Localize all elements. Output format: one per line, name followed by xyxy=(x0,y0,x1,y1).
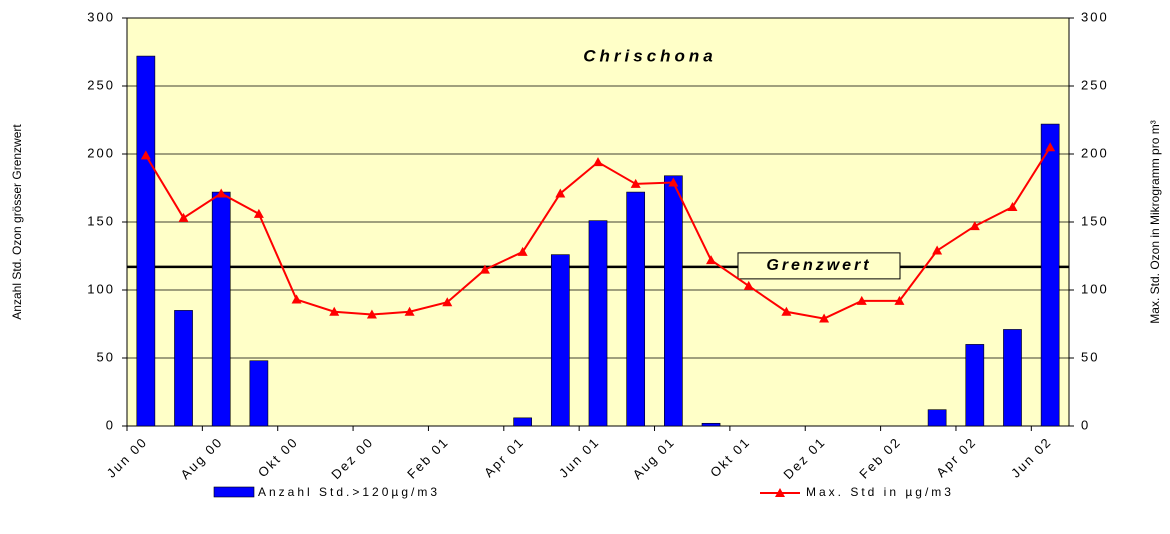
legend-swatch xyxy=(213,486,255,498)
legend-label: Anzahl Std.>120µg/m3 xyxy=(258,485,440,499)
bar xyxy=(550,254,570,427)
legend-label: Max. Std in µg/m3 xyxy=(806,485,954,499)
bar xyxy=(174,310,193,427)
x-tick-label: Feb 01 xyxy=(404,434,452,482)
line-marker xyxy=(1045,142,1056,152)
y-axis-label: Anzahl Std. Ozon grösser Grenzwert xyxy=(10,124,24,320)
bar xyxy=(588,220,608,427)
line-marker xyxy=(366,309,377,319)
y2-tick-label: 250 xyxy=(1081,77,1109,92)
line-marker xyxy=(668,177,679,187)
line-marker xyxy=(894,295,905,305)
line-marker xyxy=(856,295,867,305)
bar xyxy=(1003,329,1022,427)
line-marker xyxy=(329,306,340,316)
legend-marker xyxy=(775,488,785,497)
x-tick-label: Jun 00 xyxy=(104,434,151,481)
line-marker xyxy=(819,313,830,323)
y-tick-label: 250 xyxy=(87,77,115,92)
bar xyxy=(701,422,721,427)
y-tick-label: 100 xyxy=(87,281,115,296)
line-marker xyxy=(630,178,641,188)
bar xyxy=(513,417,532,427)
x-tick-label: Okt 01 xyxy=(707,434,753,480)
line-marker xyxy=(291,294,302,304)
y2-axis-label: Max. Std. Ozon in Mikrogramm pro m³ xyxy=(1148,120,1162,323)
chart-title: Chrischona xyxy=(583,46,717,65)
line-marker xyxy=(1007,202,1018,212)
line-marker xyxy=(178,212,189,222)
bar xyxy=(1040,123,1060,427)
x-tick-label: Apr 02 xyxy=(933,434,979,480)
bar xyxy=(136,55,156,427)
x-tick-label: Aug 00 xyxy=(178,434,226,482)
line-marker xyxy=(781,306,792,316)
x-tick-label: Dez 00 xyxy=(328,434,376,482)
line-marker xyxy=(555,188,566,198)
bar xyxy=(927,409,947,427)
x-tick-label: Apr 01 xyxy=(481,434,527,480)
x-tick-label: Dez 01 xyxy=(780,434,828,482)
line-marker xyxy=(593,157,603,167)
bar xyxy=(664,175,683,427)
annotation-box xyxy=(737,252,901,280)
y2-tick-label: 50 xyxy=(1081,349,1099,364)
line-marker xyxy=(253,208,264,218)
bar xyxy=(249,360,269,427)
y2-tick-label: 100 xyxy=(1081,281,1109,296)
line-marker xyxy=(404,306,415,316)
y-tick-label: 50 xyxy=(97,349,115,364)
y2-tick-label: 200 xyxy=(1081,145,1109,160)
line-marker xyxy=(479,264,490,274)
line-marker xyxy=(140,150,151,160)
bar xyxy=(965,344,985,427)
bar xyxy=(211,191,231,427)
y2-tick-label: 0 xyxy=(1081,417,1090,432)
annotation: Grenzwert xyxy=(766,257,871,274)
x-tick-label: Aug 01 xyxy=(630,434,678,482)
y-tick-label: 300 xyxy=(87,9,115,24)
line-marker xyxy=(442,297,453,307)
y-tick-label: 150 xyxy=(87,213,115,228)
line-marker xyxy=(517,246,528,256)
line-marker xyxy=(932,245,943,255)
y-tick-label: 200 xyxy=(87,145,115,160)
bar xyxy=(626,191,646,427)
x-tick-label: Okt 00 xyxy=(255,434,301,480)
y2-tick-label: 300 xyxy=(1081,9,1109,24)
line-marker xyxy=(706,255,717,265)
y2-tick-label: 150 xyxy=(1081,213,1109,228)
y-tick-label: 0 xyxy=(106,417,115,432)
line-marker xyxy=(216,188,227,198)
line-marker xyxy=(969,221,980,231)
x-tick-label: Feb 02 xyxy=(856,434,904,482)
line-marker xyxy=(743,280,754,290)
x-tick-label: Jun 01 xyxy=(556,434,603,481)
x-tick-label: Jun 02 xyxy=(1008,434,1055,481)
